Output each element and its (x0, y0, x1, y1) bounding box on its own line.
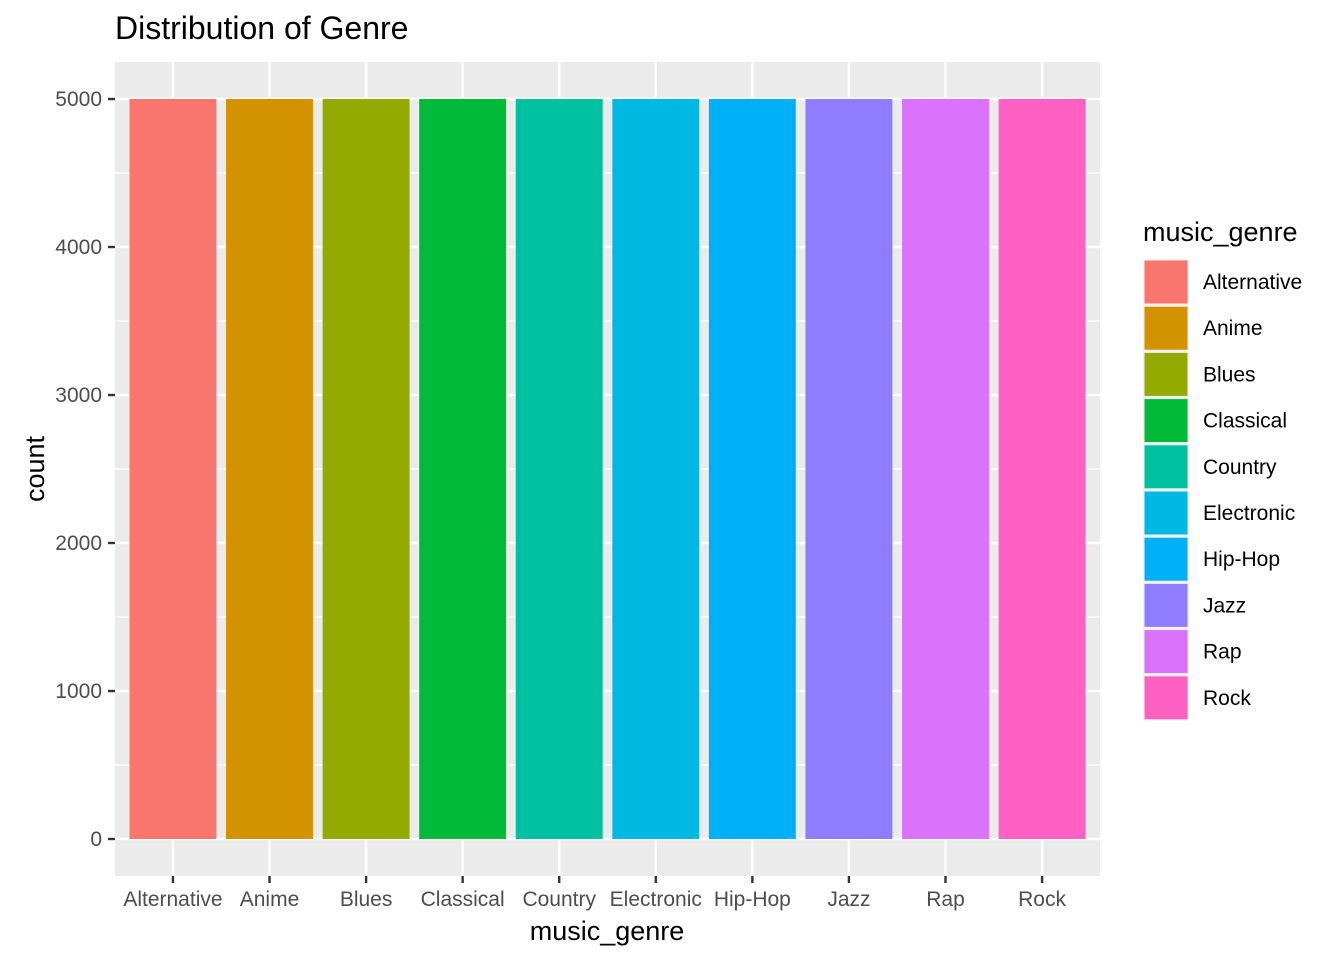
legend-title: music_genre (1143, 217, 1298, 247)
legend-label: Country (1203, 456, 1277, 479)
legend-label: Rock (1203, 687, 1251, 710)
legend-swatch (1144, 445, 1188, 489)
legend-label: Electronic (1203, 502, 1295, 525)
bar (419, 99, 507, 839)
legend-label: Classical (1203, 410, 1287, 433)
y-axis-title: count (20, 435, 50, 502)
bar (322, 99, 410, 839)
legend-swatch (1144, 537, 1188, 581)
bar (805, 99, 893, 839)
bar (226, 99, 313, 839)
x-tick-label: Rock (1018, 888, 1066, 911)
x-tick-label: Country (522, 888, 596, 911)
x-tick-label: Classical (421, 888, 505, 911)
bar (902, 99, 989, 839)
x-tick-label: Hip-Hop (714, 888, 791, 911)
legend-label: Anime (1203, 317, 1263, 340)
x-axis: Alternative Anime Blues Classical Country Ele… (123, 876, 1066, 911)
bar (998, 99, 1086, 839)
bar (612, 99, 700, 839)
legend-swatch (1144, 306, 1188, 350)
y-tick-label: 0 (90, 828, 102, 851)
bar (515, 99, 603, 839)
legend-swatch (1144, 583, 1188, 627)
x-tick-label: Blues (340, 888, 393, 911)
legend: music_genre Alternative Anime Blues Classic… (1143, 217, 1302, 721)
legend-swatch (1144, 676, 1188, 720)
bar (708, 99, 796, 839)
x-tick-label: Jazz (827, 888, 870, 911)
x-tick-label: Anime (240, 888, 300, 911)
x-axis-title: music_genre (530, 916, 685, 946)
legend-swatch (1144, 491, 1188, 535)
y-tick-label: 2000 (55, 532, 102, 555)
legend-label: Hip-Hop (1203, 548, 1280, 571)
chart-title: Distribution of Genre (115, 10, 408, 46)
bars (129, 99, 1086, 839)
y-tick-label: 5000 (55, 88, 102, 111)
x-tick-label: Electronic (610, 888, 702, 911)
y-tick-label: 3000 (55, 384, 102, 407)
legend-swatch (1144, 630, 1188, 674)
y-axis: 0 1000 2000 3000 4000 5000 (55, 88, 115, 851)
legend-label: Alternative (1203, 271, 1302, 294)
y-tick-label: 4000 (55, 236, 102, 259)
x-tick-label: Alternative (123, 888, 222, 911)
bar (129, 99, 217, 839)
legend-swatch (1144, 352, 1188, 396)
legend-label: Jazz (1203, 594, 1246, 617)
y-tick-label: 1000 (55, 680, 102, 703)
legend-label: Rap (1203, 641, 1242, 664)
legend-swatch (1144, 260, 1188, 304)
x-tick-label: Rap (926, 888, 965, 911)
legend-swatch (1144, 399, 1188, 443)
legend-label: Blues (1203, 363, 1256, 386)
